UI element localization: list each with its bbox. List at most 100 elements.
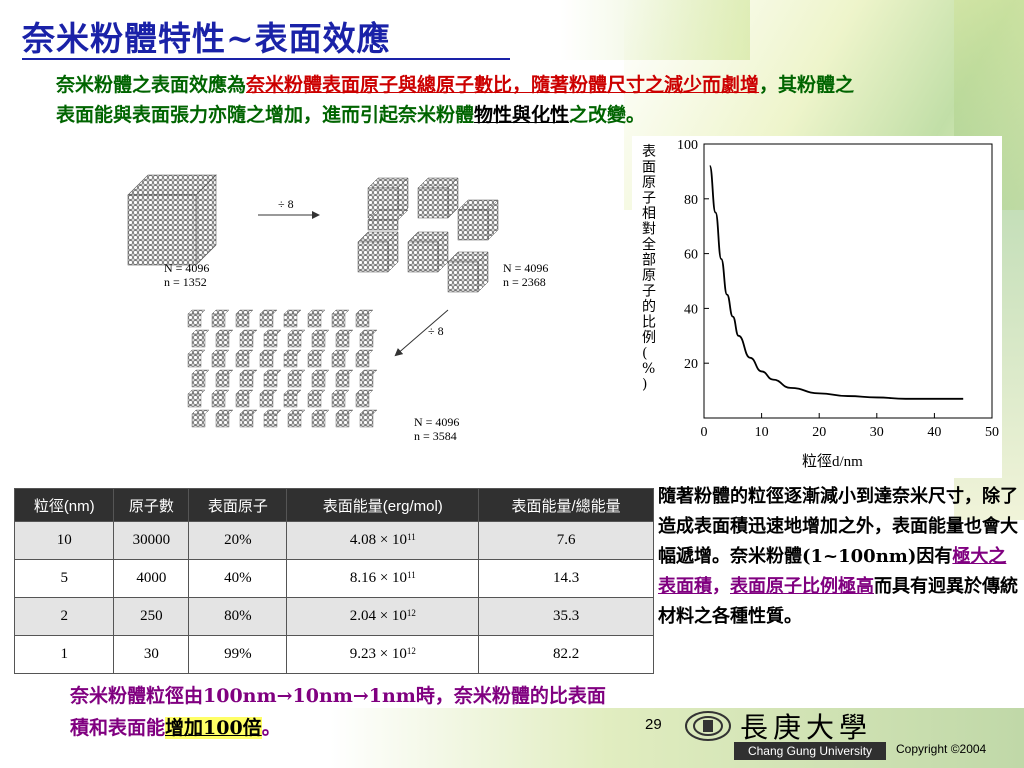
energy-base: 8.16 × 10 [349,570,408,586]
table-row: 10 30000 20% 4.08 × 1011 7.6 [13,521,654,560]
energy-base: 2.04 × 10 [349,608,407,624]
y-tick-label: 40 [684,302,698,317]
cell-energy: 2.04 × 1012 [286,597,480,636]
cube3-n-surface: n = 3584 [414,429,457,443]
cube1-n-total: N = 4096 [164,261,209,275]
small-cube [263,409,282,428]
cell-surface: 20% [188,521,288,560]
page-title: 奈米粉體特性~表面效應 [22,19,391,58]
intro-text-3: 之改變。 [569,104,646,126]
small-cube [187,389,206,408]
small-cube [311,409,330,428]
cell-atoms: 30000 [113,521,190,560]
nanoparticle-division-diagram: N = 4096 n = 1352 ÷ 8 N = 4096 n = 2368 … [127,174,548,443]
y-tick-label: 20 [684,357,698,372]
small-cube [355,309,374,328]
cell-atoms: 250 [113,597,190,636]
university-logo-icon [685,711,731,741]
small-cube [259,349,278,368]
small-cube [215,329,234,348]
x-tick-label: 0 [701,425,708,440]
table-header: 表面原子 [188,488,288,522]
properties-table: 粒徑(nm) 原子數 表面原子 表面能量(erg/mol) 表面能量/總能量 1… [13,488,654,674]
small-cube [355,389,374,408]
intro-text-highlight: 奈米粉體表面原子與總原子數比，隨著粉體尺寸之減少而劇增 [246,74,760,96]
energy-exp: 11 [407,532,416,542]
y-tick-label: 60 [684,248,698,263]
cell-ratio: 7.6 [478,521,654,560]
small-cube [211,389,230,408]
small-cube [283,389,302,408]
small-cube [263,329,282,348]
small-cube [259,309,278,328]
summary-paragraph: 奈米粉體粒徑由100nm→10nm→1nm時，奈米粉體的比表面積和表面能增加10… [70,680,610,744]
small-cube [191,329,210,348]
chart-y-ticks: 20 40 60 80 100 [677,138,709,372]
small-cube [331,349,350,368]
chart-series-line [708,165,964,400]
large-cube [127,174,217,266]
summary-text-2: 。 [261,717,281,739]
small-cube [239,329,258,348]
table-header: 表面能量(erg/mol) [286,488,480,522]
intro-text-underline: 物性與化性 [474,104,570,126]
small-cube [355,349,374,368]
page-number: 29 [645,716,662,733]
y-tick-label: 100 [677,138,698,153]
small-cube [211,309,230,328]
small-cube [259,389,278,408]
small-cube [283,349,302,368]
small-cube [239,409,258,428]
x-tick-label: 10 [755,425,769,440]
copyright-text: Copyright ©2004 [896,742,987,756]
small-cube [215,369,234,388]
cell-energy: 8.16 × 1011 [286,559,480,598]
small-cube [307,389,326,408]
explanation-highlight-2: 表面原子比例極高 [730,576,874,597]
small-cube [307,349,326,368]
cell-size: 5 [13,559,115,598]
small-cube [331,389,350,408]
cell-energy: 4.08 × 1011 [286,521,480,560]
cell-surface: 40% [188,559,288,598]
small-cube [239,369,258,388]
cell-energy: 9.23 × 1012 [286,635,480,674]
small-cube [235,309,254,328]
small-cube [331,309,350,328]
summary-highlight: 增加100倍 [165,717,262,739]
small-cube [335,369,354,388]
explanation-text-2: 而具有迥異於傳統材料之各種性質。 [658,576,1018,627]
x-tick-label: 40 [927,425,941,440]
background-decoration-top [560,0,750,60]
explanation-paragraph: 隨著粉體的粒徑逐漸減小到達奈米尺寸，除了造成表面積迅速地增加之外，表面能量也會大… [658,482,1018,632]
explanation-comma: ， [712,576,730,597]
small-cube [311,329,330,348]
cube3-n-total: N = 4096 [414,415,459,429]
background-decoration-bottom [330,708,1024,768]
surface-ratio-chart: 表面原子相對全部原子的比例(%) 0 10 20 30 40 50 20 40 60 80 100… [632,136,1002,478]
small-cube [359,409,378,428]
small-cube [235,389,254,408]
small-cube [307,309,326,328]
chart-ylabel-group: 表面原子相對全部原子的比例(%) [642,144,656,393]
cube2-n-surface: n = 2368 [503,275,546,289]
cube1-n-surface: n = 1352 [164,275,207,289]
table-row: 2 250 80% 2.04 × 1012 35.3 [13,597,654,636]
cell-atoms: 30 [113,635,190,674]
cell-surface: 80% [188,597,288,636]
small-cube [187,309,206,328]
divide-arrow-2 [394,309,449,357]
table-header: 表面能量/總能量 [478,488,654,522]
intro-text-1: 奈米粉體之表面效應為 [56,74,247,96]
cell-ratio: 14.3 [478,559,654,598]
small-cube [263,369,282,388]
cell-size: 2 [13,597,115,636]
medium-cubes [357,177,499,293]
table-header: 粒徑(nm) [13,488,115,522]
cell-ratio: 82.2 [478,635,654,674]
x-tick-label: 30 [870,425,884,440]
university-name-cn: 長庚大學 [740,711,873,744]
table-header-row: 粒徑(nm) 原子數 表面原子 表面能量(erg/mol) 表面能量/總能量 [13,488,654,522]
cube2-n-total: N = 4096 [503,261,548,275]
small-cube [359,329,378,348]
